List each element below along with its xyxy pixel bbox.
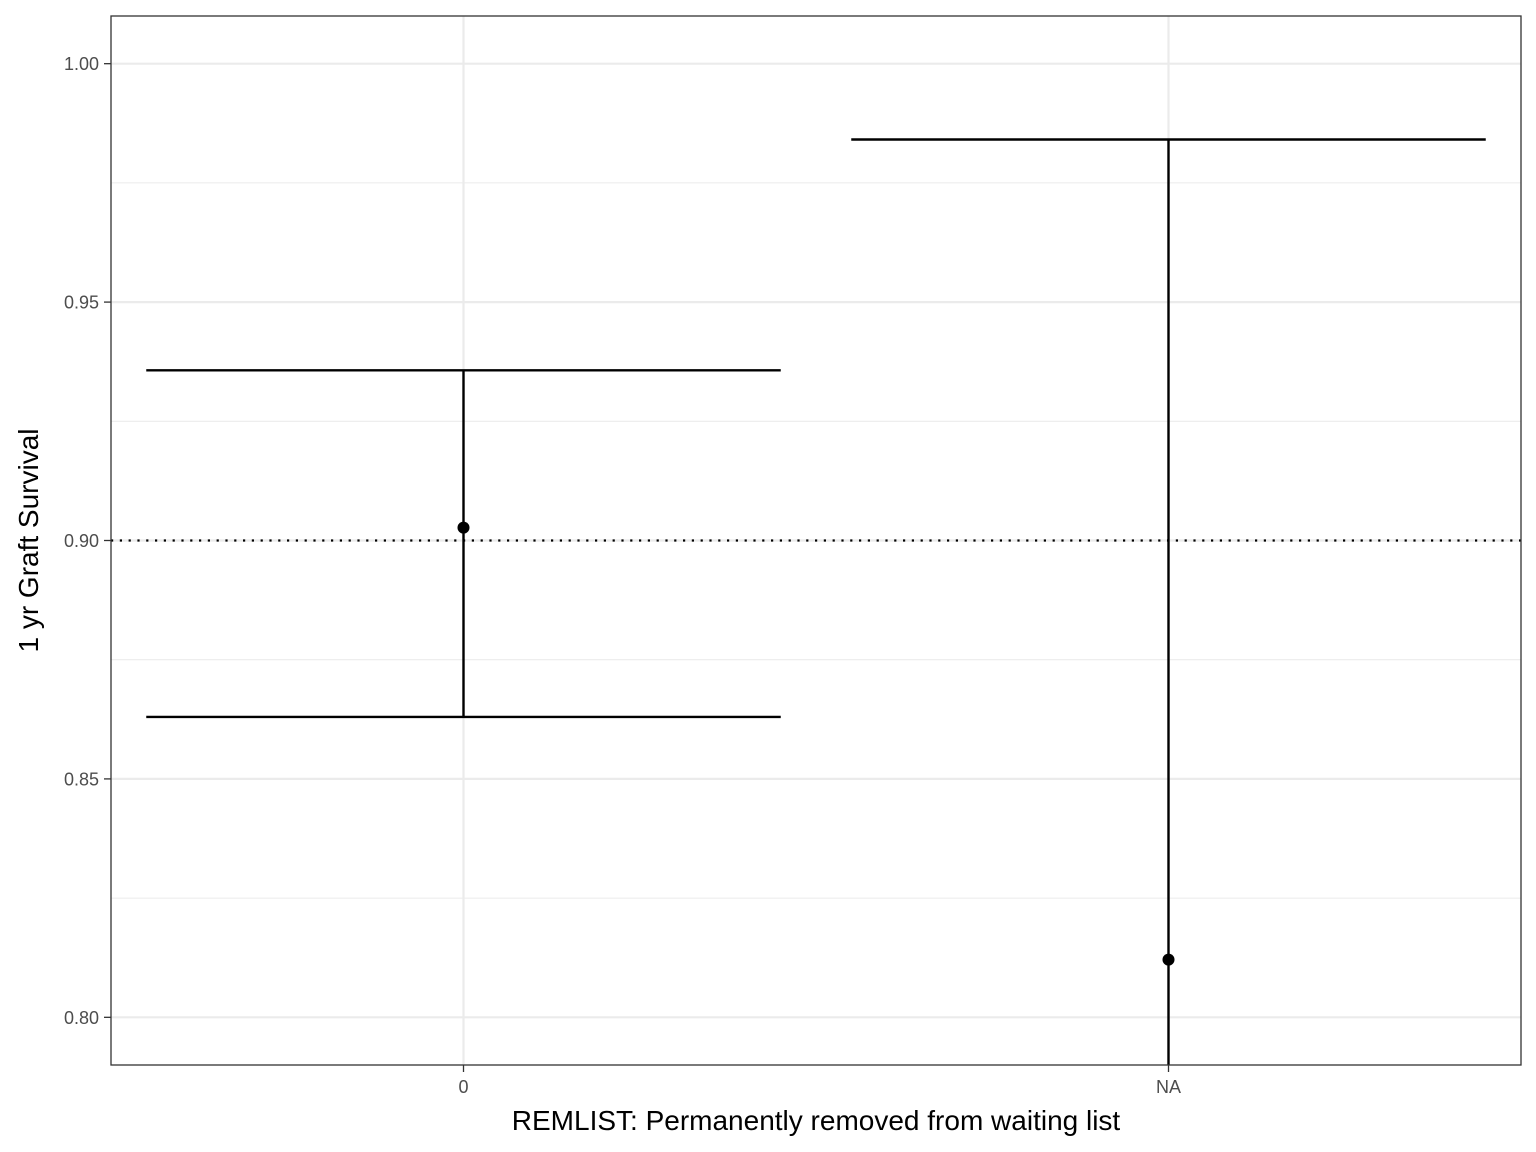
marks-layer	[146, 138, 1486, 1065]
y-tick-label: 0.80	[64, 1008, 99, 1028]
y-tick-label: 1.00	[64, 54, 99, 74]
x-axis-title: REMLIST: Permanently removed from waitin…	[512, 1105, 1121, 1136]
x-tick-label: 0	[458, 1077, 468, 1097]
y-tick-label: 0.85	[64, 769, 99, 789]
y-axis-title: 1 yr Graft Survival	[13, 428, 44, 652]
estimate-point	[1162, 953, 1175, 966]
y-tick-label: 0.90	[64, 531, 99, 551]
x-axis: 0 NA	[458, 1065, 1181, 1097]
x-tick-label: NA	[1156, 1077, 1181, 1097]
estimate-point	[457, 521, 470, 534]
y-axis: 0.80 0.85 0.90 0.95 1.00	[64, 54, 111, 1028]
y-tick-label: 0.95	[64, 293, 99, 313]
